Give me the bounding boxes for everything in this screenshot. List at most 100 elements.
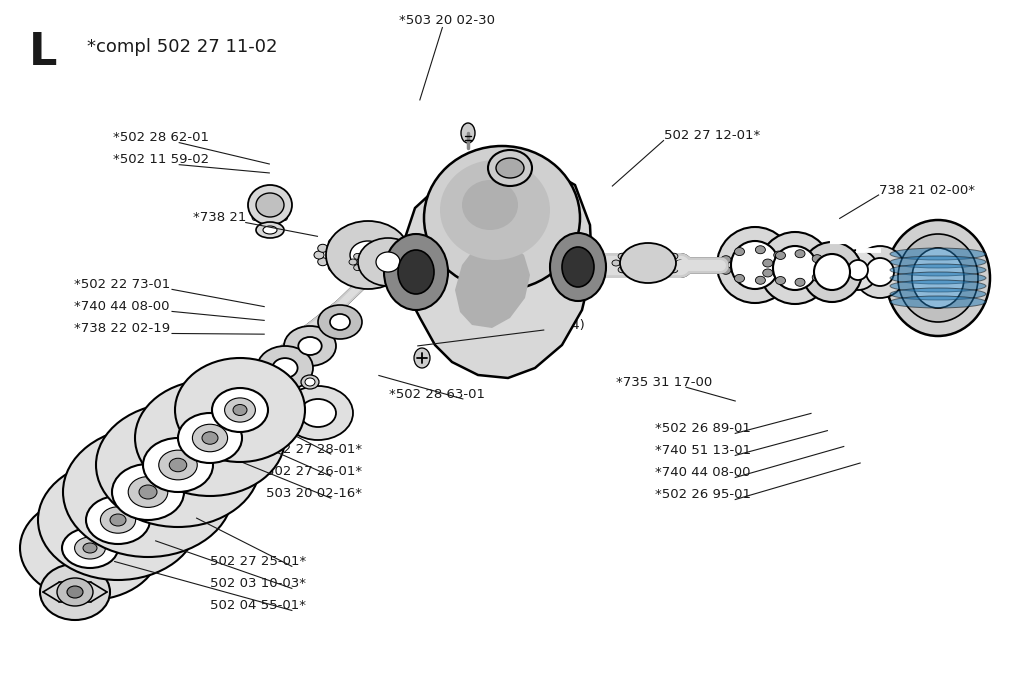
Ellipse shape	[326, 221, 410, 289]
Ellipse shape	[461, 123, 475, 143]
Ellipse shape	[178, 413, 242, 463]
Ellipse shape	[305, 378, 315, 386]
Ellipse shape	[38, 460, 198, 580]
Ellipse shape	[781, 261, 791, 269]
Ellipse shape	[415, 265, 422, 271]
Text: *735 31 17-00: *735 31 17-00	[616, 376, 713, 389]
Ellipse shape	[409, 245, 418, 252]
Ellipse shape	[272, 358, 298, 378]
Ellipse shape	[634, 271, 642, 277]
Polygon shape	[406, 162, 592, 378]
Text: *compl 502 27 11-02: *compl 502 27 11-02	[87, 38, 278, 56]
Ellipse shape	[257, 346, 313, 390]
Ellipse shape	[819, 264, 829, 272]
Ellipse shape	[618, 254, 626, 259]
Text: 502 27 28-01*: 502 27 28-01*	[266, 443, 362, 455]
Ellipse shape	[670, 254, 678, 259]
Ellipse shape	[774, 251, 783, 259]
Ellipse shape	[634, 249, 642, 255]
Text: L: L	[29, 31, 57, 74]
Ellipse shape	[462, 180, 518, 230]
Ellipse shape	[734, 247, 744, 256]
Ellipse shape	[618, 267, 626, 273]
Text: *740 51 13-01: *740 51 13-01	[655, 444, 752, 457]
Ellipse shape	[886, 220, 990, 336]
Text: *502 22 73-01: *502 22 73-01	[74, 278, 170, 291]
Ellipse shape	[96, 403, 260, 527]
Ellipse shape	[414, 348, 430, 368]
Ellipse shape	[440, 160, 550, 260]
Ellipse shape	[890, 256, 986, 268]
Ellipse shape	[419, 259, 427, 265]
Ellipse shape	[344, 267, 354, 275]
Ellipse shape	[409, 258, 418, 266]
Ellipse shape	[756, 246, 765, 254]
Ellipse shape	[866, 258, 894, 286]
Ellipse shape	[731, 241, 779, 289]
Ellipse shape	[284, 326, 336, 366]
Ellipse shape	[329, 238, 338, 247]
Ellipse shape	[795, 249, 805, 258]
Ellipse shape	[854, 246, 906, 298]
Ellipse shape	[676, 260, 684, 266]
Ellipse shape	[353, 265, 361, 271]
Ellipse shape	[397, 263, 408, 271]
Ellipse shape	[488, 150, 532, 186]
Ellipse shape	[384, 234, 449, 310]
Ellipse shape	[20, 496, 160, 600]
Ellipse shape	[415, 254, 422, 259]
Ellipse shape	[424, 146, 580, 290]
Ellipse shape	[75, 537, 105, 559]
Ellipse shape	[169, 458, 186, 472]
Ellipse shape	[67, 586, 83, 598]
Ellipse shape	[721, 267, 731, 274]
Text: 503 20 02-16(x4): 503 20 02-16(x4)	[469, 319, 585, 331]
Ellipse shape	[890, 248, 986, 260]
Text: 502 03 10-03*: 502 03 10-03*	[210, 577, 306, 590]
Ellipse shape	[397, 238, 408, 247]
Ellipse shape	[135, 380, 285, 496]
Ellipse shape	[562, 247, 594, 287]
Ellipse shape	[812, 274, 822, 281]
Ellipse shape	[360, 249, 376, 261]
Ellipse shape	[814, 254, 850, 290]
Ellipse shape	[401, 269, 410, 275]
Ellipse shape	[362, 269, 373, 276]
Ellipse shape	[550, 233, 606, 301]
Text: *740 44 08-00: *740 44 08-00	[655, 466, 751, 479]
Ellipse shape	[401, 249, 410, 256]
Ellipse shape	[329, 263, 338, 271]
Ellipse shape	[838, 250, 878, 290]
Ellipse shape	[367, 269, 375, 275]
Ellipse shape	[384, 270, 392, 276]
Ellipse shape	[228, 366, 288, 414]
Ellipse shape	[763, 259, 773, 267]
Text: 502 04 55-01*: 502 04 55-01*	[210, 599, 306, 612]
Text: 502 27 25-01*: 502 27 25-01*	[210, 555, 306, 568]
Text: 738 21 02-00*: 738 21 02-00*	[879, 184, 975, 196]
Ellipse shape	[775, 276, 785, 285]
Ellipse shape	[353, 254, 361, 259]
Ellipse shape	[350, 241, 386, 269]
Ellipse shape	[317, 245, 328, 252]
Ellipse shape	[224, 398, 255, 422]
Ellipse shape	[734, 274, 744, 282]
Ellipse shape	[139, 485, 157, 499]
Text: 502 27 26-01*: 502 27 26-01*	[266, 465, 362, 477]
Ellipse shape	[40, 564, 110, 620]
Ellipse shape	[300, 399, 336, 427]
Ellipse shape	[367, 249, 375, 256]
Ellipse shape	[349, 259, 357, 265]
Ellipse shape	[654, 271, 662, 277]
Ellipse shape	[620, 243, 676, 283]
Ellipse shape	[256, 193, 284, 217]
Ellipse shape	[314, 251, 324, 259]
Ellipse shape	[890, 280, 986, 292]
Ellipse shape	[756, 276, 765, 285]
Text: *502 28 62-01: *502 28 62-01	[113, 132, 209, 144]
Ellipse shape	[358, 238, 418, 286]
Ellipse shape	[670, 267, 678, 273]
Ellipse shape	[773, 246, 817, 290]
Ellipse shape	[128, 477, 168, 507]
Ellipse shape	[298, 337, 322, 355]
